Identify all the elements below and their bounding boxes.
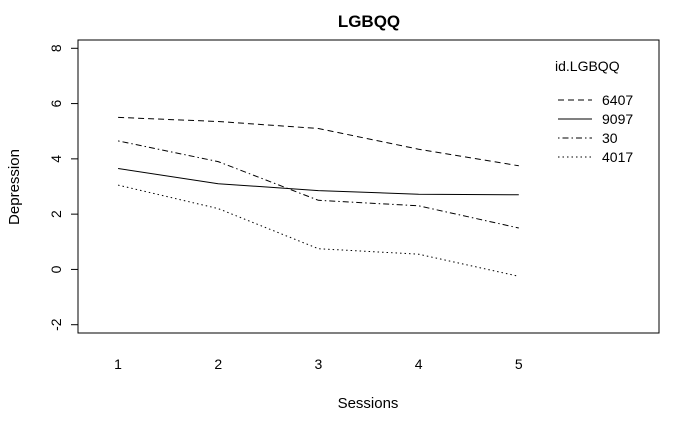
y-tick-label: 2 [48,210,64,218]
y-tick-label: 4 [48,155,64,163]
legend-title: id.LGBQQ [555,58,620,74]
y-axis: -2 0 2 4 6 8 [48,44,79,331]
x-axis-label: Sessions [338,395,399,412]
series-line-30 [117,140,519,229]
x-tick-label: 4 [415,356,423,372]
y-tick-label: 8 [48,44,64,52]
y-axis-label: Depression [6,149,23,225]
legend-label-30: 30 [602,130,618,146]
y-tick-label: -2 [48,318,64,331]
series-line-9097 [118,168,519,196]
plot-frame [77,39,660,334]
series-line-4017 [117,184,519,277]
series-line-6407 [118,116,519,167]
x-tick-label: 2 [214,356,222,372]
x-tick-label: 3 [315,356,323,372]
y-tick-label: 0 [48,265,64,273]
x-axis: 1 2 3 4 5 [114,356,523,372]
legend-label-4017: 4017 [602,149,633,165]
y-tick-label: 6 [48,99,64,107]
legend-label-6407: 6407 [602,92,633,108]
x-tick-label: 5 [515,356,523,372]
x-tick-label: 1 [114,356,122,372]
series-lines [117,116,519,277]
chart-title: LGBQQ [338,12,400,31]
legend-label-9097: 9097 [602,111,633,127]
legend: id.LGBQQ 6407 9097 30 4017 [555,58,633,165]
